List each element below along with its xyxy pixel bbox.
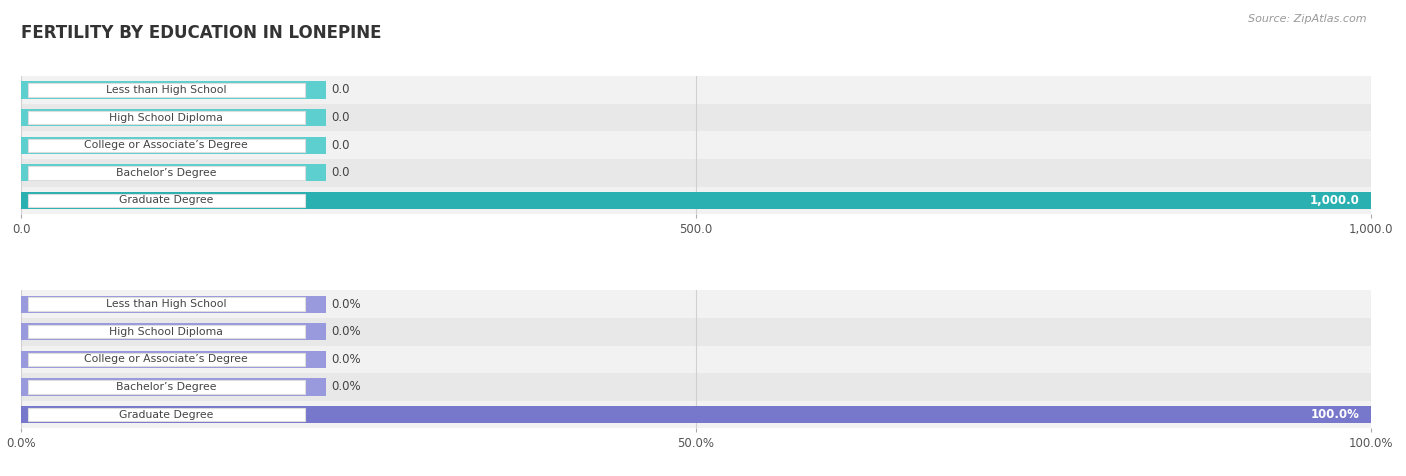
Bar (21, 351, 326, 368)
Text: Less than High School: Less than High School (105, 85, 226, 95)
Bar (21, 290, 1371, 318)
Bar (21, 378, 326, 396)
Bar (28, 325, 305, 338)
Bar (21, 81, 326, 99)
Text: FERTILITY BY EDUCATION IN LONEPINE: FERTILITY BY EDUCATION IN LONEPINE (21, 24, 381, 42)
Text: Graduate Degree: Graduate Degree (120, 196, 214, 206)
Bar (28, 353, 305, 366)
Text: Bachelor’s Degree: Bachelor’s Degree (115, 382, 217, 392)
Bar (21, 351, 312, 368)
Bar (21, 373, 1371, 401)
Bar (21, 81, 312, 99)
Text: 100.0%: 100.0% (1312, 408, 1360, 421)
Text: High School Diploma: High School Diploma (110, 113, 224, 123)
Bar (28, 166, 305, 179)
Text: 0.0%: 0.0% (332, 325, 361, 338)
Text: 0.0: 0.0 (332, 139, 350, 152)
Bar (21, 131, 1371, 159)
Bar (21, 164, 312, 181)
Bar (21, 76, 1371, 104)
Text: Bachelor’s Degree: Bachelor’s Degree (115, 168, 217, 178)
Bar (21, 159, 1371, 187)
Bar (21, 323, 312, 340)
Bar (21, 346, 1371, 373)
Bar (21, 164, 326, 181)
Bar (28, 298, 305, 311)
Text: Less than High School: Less than High School (105, 299, 226, 309)
Bar (21, 109, 312, 126)
Bar (28, 408, 305, 421)
Text: Source: ZipAtlas.com: Source: ZipAtlas.com (1249, 14, 1367, 24)
Bar (21, 192, 1371, 209)
Text: 0.0%: 0.0% (332, 353, 361, 366)
Bar (21, 137, 326, 154)
Text: College or Associate’s Degree: College or Associate’s Degree (84, 354, 247, 364)
Bar (21, 401, 1371, 428)
Bar (21, 378, 312, 396)
Bar (28, 194, 305, 207)
Text: 0.0: 0.0 (332, 83, 350, 97)
Bar (21, 296, 312, 313)
Bar (28, 111, 305, 124)
Text: 0.0: 0.0 (332, 166, 350, 179)
Text: 0.0: 0.0 (332, 111, 350, 124)
Text: 1,000.0: 1,000.0 (1310, 194, 1360, 207)
Bar (28, 139, 305, 152)
Text: Graduate Degree: Graduate Degree (120, 409, 214, 419)
Text: College or Associate’s Degree: College or Associate’s Degree (84, 140, 247, 150)
Bar (21, 323, 326, 340)
Bar (21, 318, 1371, 346)
Bar (28, 83, 305, 97)
Bar (21, 137, 312, 154)
Bar (28, 380, 305, 394)
Bar (21, 104, 1371, 131)
Text: 0.0%: 0.0% (332, 298, 361, 310)
Text: High School Diploma: High School Diploma (110, 327, 224, 337)
Bar (21, 109, 326, 126)
Bar (21, 296, 326, 313)
Text: 0.0%: 0.0% (332, 380, 361, 394)
Bar (21, 187, 1371, 214)
Bar (21, 406, 1371, 423)
